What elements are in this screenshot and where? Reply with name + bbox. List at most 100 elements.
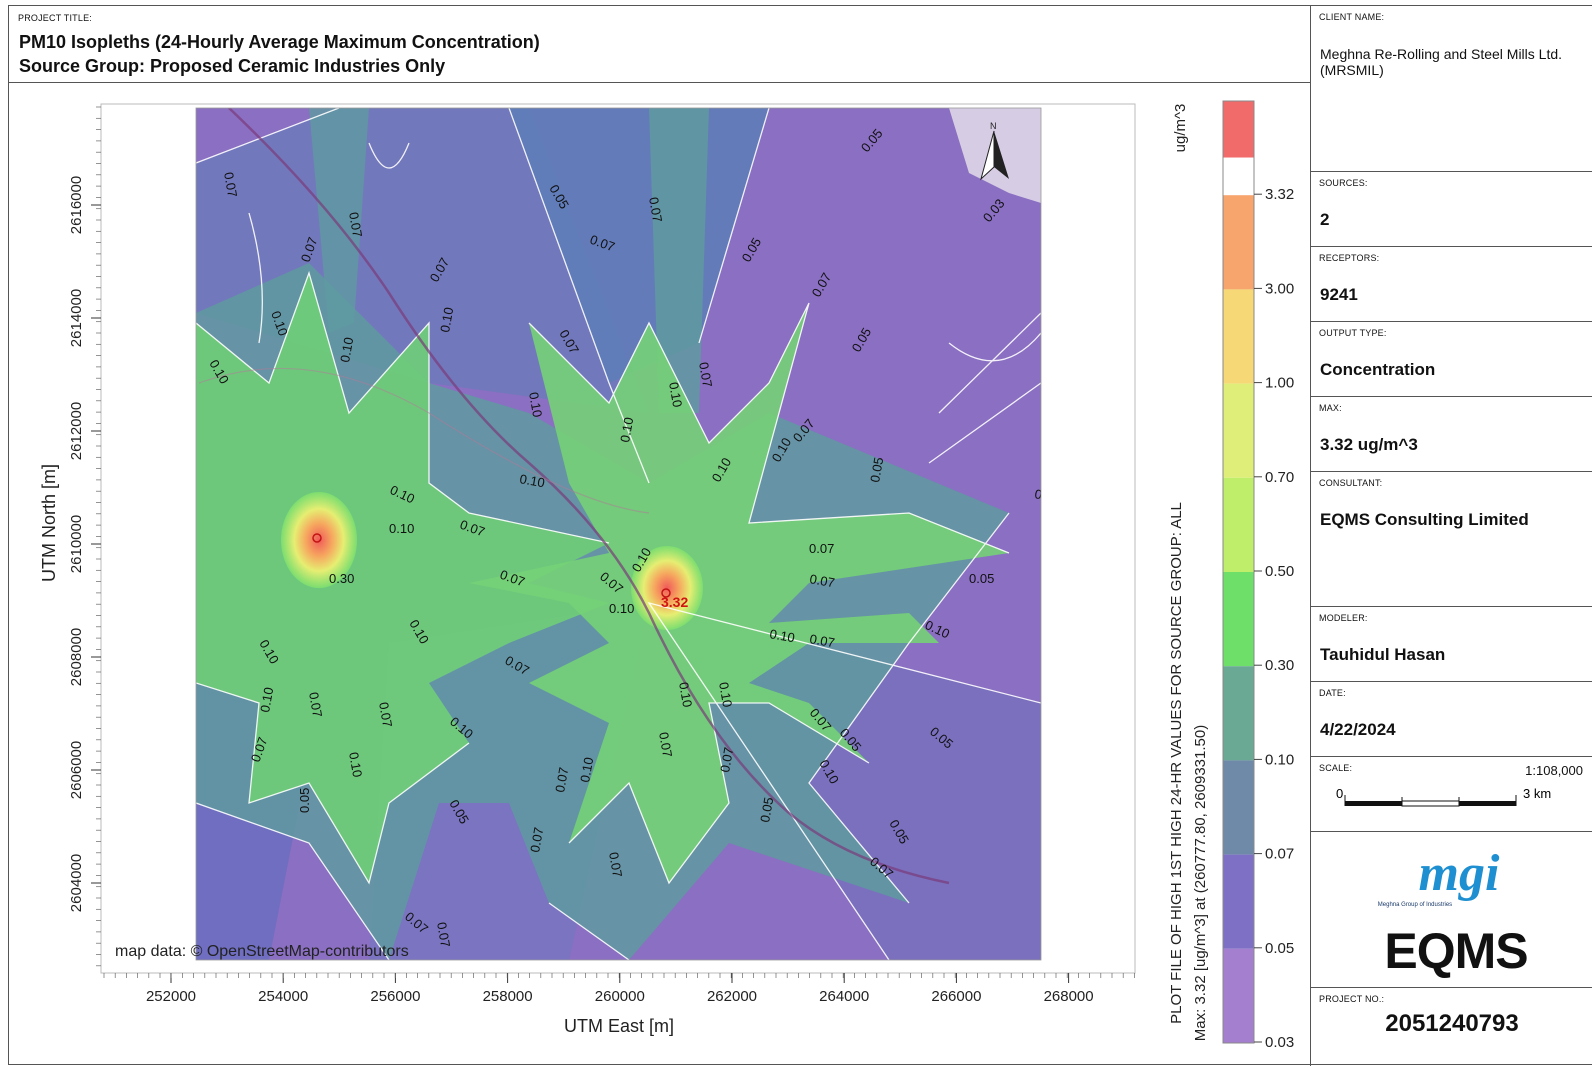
x-tick-label: 266000 [931, 988, 981, 1005]
max-value-label: 3.32 [661, 594, 688, 610]
project-subtitle: Source Group: Proposed Ceramic Industrie… [19, 56, 446, 76]
contour-value-label: 0.07 [552, 766, 571, 794]
contour-value-label: 0.05 [867, 456, 886, 484]
colorbar-label: 3.00 [1265, 280, 1294, 297]
modeler-section: MODELER: Tauhidul Hasan [1311, 607, 1592, 682]
receptors-label: RECEPTORS: [1319, 253, 1380, 263]
scale-label: SCALE: [1319, 763, 1353, 773]
contour-value-label: 0.07 [808, 571, 836, 590]
contour-value-label: 0.07 [346, 211, 365, 239]
project-title: PM10 Isopleths (24-Hourly Average Maximu… [19, 32, 540, 52]
project-no-section: PROJECT NO.: 2051240793 [1311, 988, 1592, 1066]
contour-value-label: 0.07 [808, 631, 836, 650]
y-tick-label: 2604000 [68, 854, 85, 912]
colorbar-segment [1223, 760, 1254, 855]
colorbar-unit: ug/m^3 [1172, 104, 1189, 153]
output-type-section: OUTPUT TYPE: Concentration [1311, 322, 1592, 397]
max-location-caption: Max: 3.32 [ug/m^3] at (260777.80, 260933… [1192, 725, 1209, 1041]
y-tick-label: 2614000 [68, 289, 85, 347]
colorbar-label: 0.03 [1265, 1034, 1294, 1051]
consultant-value: EQMS Consulting Limited [1320, 510, 1529, 529]
source-hotspot [631, 546, 703, 630]
output-type-label: OUTPUT TYPE: [1319, 328, 1387, 338]
date-value: 4/22/2024 [1320, 720, 1396, 739]
colorbar-label: 0.10 [1265, 751, 1294, 768]
project-no-label: PROJECT NO.: [1319, 994, 1385, 1004]
colorbar-label: 0.05 [1265, 940, 1294, 957]
colorbar-label: 0.30 [1265, 657, 1294, 674]
north-arrow: N [980, 121, 1009, 181]
max-section: MAX: 3.32 ug/m^3 [1311, 397, 1592, 472]
x-tick-label: 260000 [595, 988, 645, 1005]
client-section: CLIENT NAME: Meghna Re-Rolling and Steel… [1311, 6, 1592, 172]
y-tick-label: 2606000 [68, 741, 85, 799]
x-tick-label: 252000 [146, 988, 196, 1005]
colorbar-label: 1.00 [1265, 375, 1294, 392]
scale-km: 3 km [1523, 787, 1551, 801]
contour-value-label: 0.07 [656, 731, 675, 759]
contour-value-label: 0.10 [437, 306, 456, 334]
contour-value-label: 0.07 [809, 541, 834, 556]
colorbar-label: 3.32 [1265, 186, 1294, 203]
report-sheet: PROJECT TITLE: PM10 Isopleths (24-Hourly… [8, 5, 1592, 1066]
svg-text:Meghna Group of Industries: Meghna Group of Industries [1378, 902, 1452, 908]
receptors-value: 9241 [1320, 285, 1358, 304]
x-axis: 252000 254000 256000 258000 260000 262000 2640… [103, 973, 1135, 1005]
isopleth-map: N 3.32 0.07 0.07 0.05 0.07 0.07 0.07 0.07 0.05 0… [196, 108, 1041, 960]
contour-value-label: 0.10 [768, 626, 796, 645]
plot-file-caption: PLOT FILE OF HIGH 1ST HIGH 24-HR VALUES … [1168, 502, 1185, 1024]
colorbar: 3.32 3.00 1.00 0.70 0.50 0.30 0.10 0.07 0.05 0.03 [1222, 100, 1294, 1051]
contour-value-label: 0.10 [666, 381, 685, 409]
date-section: DATE: 4/22/2024 [1311, 682, 1592, 757]
eqms-logo: EQMS [1384, 923, 1527, 979]
y-tick-label: 2608000 [68, 628, 85, 686]
x-tick-label: 264000 [819, 988, 869, 1005]
colorbar-segment [1223, 289, 1254, 384]
y-axis: 2616000 2614000 2612000 2610000 2608000 26060… [68, 106, 101, 967]
client-value: Meghna Re-Rolling and Steel Mills Ltd. (… [1320, 46, 1563, 78]
map-attribution: map data: © OpenStreetMap-contributors [115, 943, 409, 960]
receptors-section: RECEPTORS: 9241 [1311, 247, 1592, 322]
colorbar-label: 0.07 [1265, 846, 1294, 863]
svg-text:mgi: mgi [1419, 845, 1500, 902]
contour-value-label: 0.10 [346, 751, 365, 779]
plot-area: N 3.32 0.07 0.07 0.05 0.07 0.07 0.07 0.07 0.05 0… [9, 83, 1311, 1066]
logo-section: mgi Meghna Group of Industries EQMS [1311, 832, 1592, 988]
contour-value-label: 0.05 [757, 796, 776, 824]
colorbar-segment [1223, 854, 1254, 949]
contour-value-label: 0.05 [297, 788, 312, 813]
x-tick-label: 262000 [707, 988, 757, 1005]
colorbar-segment [1223, 383, 1254, 478]
x-axis-title: UTM East [m] [564, 1016, 674, 1036]
scale-section: SCALE: 1:108,000 0 3 km [1311, 757, 1592, 832]
scale-ratio: 1:108,000 [1525, 763, 1583, 778]
x-tick-label: 268000 [1044, 988, 1094, 1005]
contour-value-label: 0.07 [434, 921, 453, 949]
title-block: PROJECT TITLE: PM10 Isopleths (24-Hourly… [9, 6, 1311, 83]
info-panel: CLIENT NAME: Meghna Re-Rolling and Steel… [1311, 6, 1592, 1066]
x-tick-label: 258000 [483, 988, 533, 1005]
colorbar-segment [1223, 101, 1254, 158]
colorbar-segment [1223, 948, 1254, 1043]
contour-value-label: 0.05 [969, 571, 994, 586]
colorbar-segment [1223, 572, 1254, 667]
project-title-label: PROJECT TITLE: [18, 13, 92, 23]
y-tick-label: 2612000 [68, 402, 85, 460]
contour-lines [196, 108, 1041, 960]
contour-value-label: 0.10 [716, 681, 735, 709]
output-type-value: Concentration [1320, 360, 1436, 379]
contour-value-label: 0.10 [577, 756, 596, 784]
contour-value-label: 0.10 [257, 686, 276, 714]
mgi-logo: mgi Meghna Group of Industries [1378, 845, 1500, 908]
north-label: N [990, 121, 997, 131]
modeler-value: Tauhidul Hasan [1320, 645, 1446, 664]
contour-value-label: 0.07 [717, 746, 736, 774]
date-label: DATE: [1319, 688, 1346, 698]
sources-section: SOURCES: 2 [1311, 172, 1592, 247]
y-axis-title: UTM North [m] [39, 464, 59, 582]
contour-value-label: 0.10 [617, 416, 636, 444]
contour-value-label: 0.10 [337, 336, 356, 364]
contour-value-label: 0.10 [389, 521, 414, 536]
y-tick-label: 2616000 [68, 176, 85, 234]
x-tick-label: 254000 [258, 988, 308, 1005]
